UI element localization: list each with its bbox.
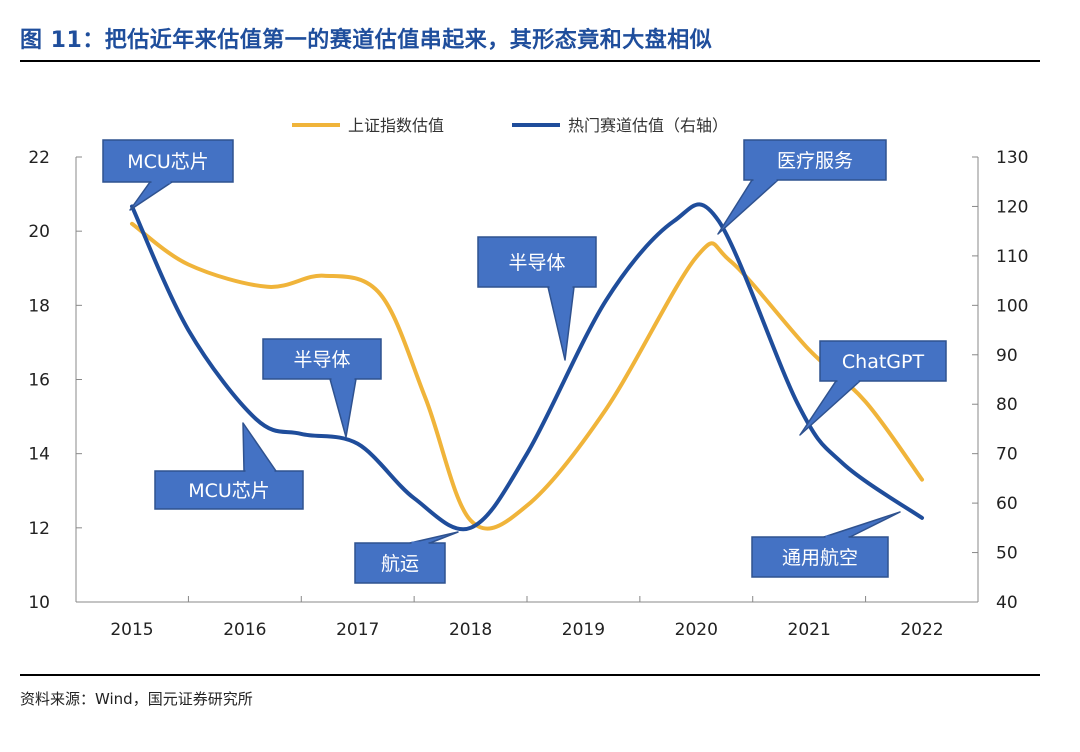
right-axis-tick-label: 120 (996, 197, 1028, 217)
callout-label: 半导体 (508, 252, 565, 274)
right-axis-tick-label: 110 (996, 247, 1028, 267)
valuation-line-chart: 上证指数估值 热门赛道估值（右轴） 1012141618202240506070… (28, 116, 1028, 640)
left-axis-tick-label: 18 (28, 296, 50, 316)
x-axis-tick-label: 2020 (675, 620, 718, 640)
callout-label: 航运 (381, 553, 419, 575)
legend-label-market: 上证指数估值 (348, 116, 444, 135)
x-axis-tick-label: 2018 (449, 620, 492, 640)
right-axis-tick-label: 50 (996, 544, 1018, 564)
callout-pointer (547, 286, 575, 361)
right-axis-tick-label: 130 (996, 148, 1028, 168)
callout-pointer (717, 179, 779, 235)
source-note: 资料来源：Wind，国元证券研究所 (20, 690, 253, 708)
right-axis-tick-label: 100 (996, 296, 1028, 316)
left-axis-tick-label: 16 (28, 371, 50, 391)
right-axis-tick-label: 40 (996, 593, 1018, 613)
x-axis-tick-label: 2021 (788, 620, 831, 640)
left-axis-tick-label: 20 (28, 222, 50, 242)
footer-divider (20, 674, 1040, 676)
x-axis-tick-label: 2019 (562, 620, 605, 640)
callout-label: 通用航空 (782, 547, 858, 569)
callout-pointer (799, 380, 861, 436)
figure-title: 图 11：把估近年来估值第一的赛道估值串起来，其形态竟和大盘相似 (20, 28, 713, 53)
x-axis-tick-label: 2015 (110, 620, 153, 640)
callout-box (262, 338, 382, 380)
market-valuation-line (130, 221, 924, 531)
callout-box (102, 139, 234, 183)
title-divider (20, 60, 1040, 62)
callout-label: MCU芯片 (188, 480, 270, 502)
sector-valuation-line (130, 202, 924, 532)
x-axis-tick-label: 2017 (336, 620, 379, 640)
callout-pointer (329, 378, 357, 438)
right-axis-tick-label: 80 (996, 395, 1018, 415)
callout-box (751, 536, 889, 578)
callout-pointer (409, 531, 459, 544)
left-axis-tick-label: 12 (28, 519, 50, 539)
left-axis-tick-label: 10 (28, 593, 50, 613)
callout-label: MCU芯片 (127, 151, 209, 173)
callout-label: 医疗服务 (777, 150, 853, 172)
callout-box (154, 470, 304, 510)
callout-box (819, 340, 947, 382)
right-axis-tick-label: 70 (996, 445, 1018, 465)
axes: 1012141618202240506070809010011012013020… (28, 148, 1028, 640)
left-axis-tick-label: 14 (28, 445, 50, 465)
callout-box (477, 236, 597, 288)
legend-label-sector: 热门赛道估值（右轴） (568, 116, 728, 135)
callout-box (354, 542, 446, 584)
callout-label: 半导体 (293, 349, 350, 371)
callout-label: ChatGPT (842, 351, 925, 373)
right-axis-tick-label: 60 (996, 494, 1018, 514)
left-axis-tick-label: 22 (28, 148, 50, 168)
series-layer (130, 202, 924, 532)
right-axis-tick-label: 90 (996, 346, 1018, 366)
callout-pointer (823, 511, 901, 538)
callout-box (743, 139, 887, 181)
x-axis-tick-label: 2016 (223, 620, 266, 640)
x-axis-tick-label: 2022 (900, 620, 943, 640)
legend: 上证指数估值 热门赛道估值（右轴） (292, 116, 728, 135)
callout-pointer (129, 181, 173, 211)
